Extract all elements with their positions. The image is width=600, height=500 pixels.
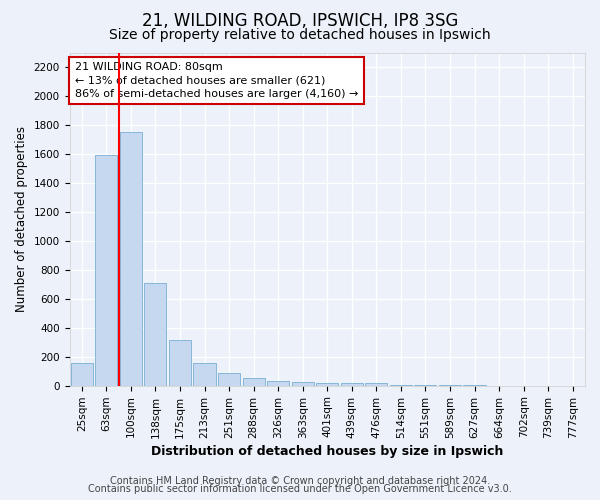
Text: Contains public sector information licensed under the Open Government Licence v3: Contains public sector information licen…	[88, 484, 512, 494]
Text: 21 WILDING ROAD: 80sqm
← 13% of detached houses are smaller (621)
86% of semi-de: 21 WILDING ROAD: 80sqm ← 13% of detached…	[74, 62, 358, 99]
Bar	[218, 374, 240, 386]
Bar	[390, 385, 412, 386]
Bar	[365, 383, 388, 386]
Bar	[120, 132, 142, 386]
Bar	[71, 362, 93, 386]
Bar	[169, 340, 191, 386]
Bar	[439, 385, 461, 386]
Bar	[341, 383, 363, 386]
Bar	[463, 385, 485, 386]
Bar	[95, 156, 118, 386]
Bar	[193, 362, 215, 386]
Bar	[316, 383, 338, 386]
Text: Size of property relative to detached houses in Ipswich: Size of property relative to detached ho…	[109, 28, 491, 42]
X-axis label: Distribution of detached houses by size in Ipswich: Distribution of detached houses by size …	[151, 444, 503, 458]
Y-axis label: Number of detached properties: Number of detached properties	[15, 126, 28, 312]
Bar	[267, 380, 289, 386]
Bar	[242, 378, 265, 386]
Bar	[145, 283, 166, 386]
Bar	[415, 385, 436, 386]
Bar	[292, 382, 314, 386]
Text: 21, WILDING ROAD, IPSWICH, IP8 3SG: 21, WILDING ROAD, IPSWICH, IP8 3SG	[142, 12, 458, 30]
Text: Contains HM Land Registry data © Crown copyright and database right 2024.: Contains HM Land Registry data © Crown c…	[110, 476, 490, 486]
